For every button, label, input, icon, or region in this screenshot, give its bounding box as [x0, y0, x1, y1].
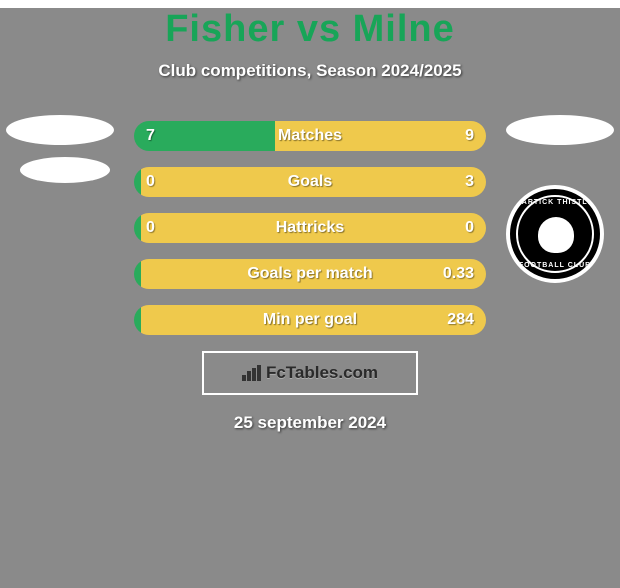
stat-label: Min per goal: [134, 305, 486, 335]
crest-text-bot: FOOTBALL CLUB: [510, 262, 600, 269]
stat-label: Goals: [134, 167, 486, 197]
page-title: Fisher vs Milne: [0, 8, 620, 51]
chart-icon: [242, 365, 262, 381]
club-logo-left: [6, 115, 114, 195]
subtitle: Club competitions, Season 2024/2025: [0, 61, 620, 81]
brand-badge: FcTables.com: [202, 351, 418, 395]
club-crest: PARTICK THISTLE FOOTBALL CLUB: [506, 185, 604, 283]
logo-ellipse: [6, 115, 114, 145]
stat-value-right: 0: [453, 213, 486, 243]
date: 25 september 2024: [0, 413, 620, 433]
vs-label: vs: [297, 8, 341, 50]
brand-text: FcTables.com: [266, 363, 378, 382]
crest-thistle-icon: [538, 217, 574, 253]
club-logo-right: PARTICK THISTLE FOOTBALL CLUB: [506, 115, 614, 283]
stats-area: PARTICK THISTLE FOOTBALL CLUB 7Matches9 0…: [0, 121, 620, 335]
stat-rows: 7Matches90Goals30Hattricks0Goals per mat…: [134, 121, 486, 335]
stat-row: Min per goal284: [134, 305, 486, 335]
stat-label: Hattricks: [134, 213, 486, 243]
stat-value-right: 3: [453, 167, 486, 197]
logo-ellipse: [506, 115, 614, 145]
crest-text-top: PARTICK THISTLE: [510, 199, 600, 206]
player-2-name: Milne: [353, 8, 455, 50]
stat-row: Goals per match0.33: [134, 259, 486, 289]
stat-row: 0Hattricks0: [134, 213, 486, 243]
logo-ellipse: [20, 157, 110, 183]
player-1-name: Fisher: [165, 8, 285, 50]
stat-row: 0Goals3: [134, 167, 486, 197]
stat-row: 7Matches9: [134, 121, 486, 151]
stat-value-right: 0.33: [431, 259, 486, 289]
stat-value-right: 9: [453, 121, 486, 151]
stat-value-right: 284: [435, 305, 486, 335]
stat-label: Matches: [134, 121, 486, 151]
